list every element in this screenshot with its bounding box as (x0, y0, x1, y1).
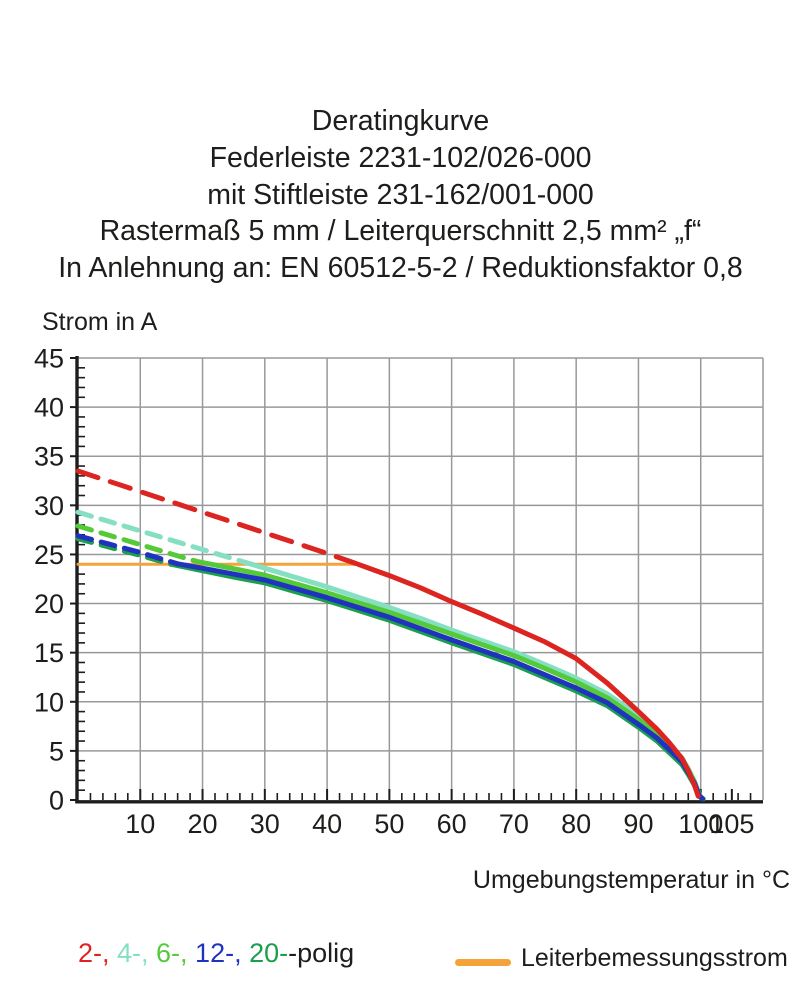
x-tick-label: 10 (125, 809, 155, 839)
curve-4-polig-dashed (75, 509, 243, 564)
poles-legend: 2-, 4-, 6-, 12-, 20--polig (78, 938, 354, 969)
x-axis-title: Umgebungstemperatur in °C (472, 866, 790, 894)
x-tick-label: 40 (312, 809, 342, 839)
legend-pole-label: 20- (249, 938, 289, 968)
legend-pole-label: 12-, (195, 938, 250, 968)
x-tick-label: 20 (188, 809, 218, 839)
x-tick-label: 60 (437, 809, 467, 839)
curve-2-polig-solid (355, 561, 701, 799)
legend-pole-label: 4-, (117, 938, 157, 968)
y-tick-label: 25 (34, 540, 64, 570)
curve-6-polig-solid (193, 558, 706, 802)
chart-title-line-4: Rastermaß 5 mm / Leiterquerschnitt 2,5 m… (99, 215, 702, 248)
x-tick-label: 80 (561, 809, 591, 839)
y-tick-label: 10 (34, 687, 64, 717)
legend-row: 2-, 4-, 6-, 12-, 20--polig Leiterbemessu… (0, 0, 801, 972)
curve-12-polig-dashed (75, 533, 181, 567)
rating-current-line-swatch (455, 959, 511, 966)
chart-title-line-3: mit Stiftleiste 231-162/001-000 (207, 178, 594, 211)
y-axis-title: Strom in A (42, 308, 158, 336)
poles-legend-suffix: -polig (288, 938, 355, 968)
curve-6-polig-dashed (75, 523, 199, 564)
y-tick-label: 5 (49, 736, 64, 766)
x-tick-label: 70 (499, 809, 529, 839)
legend-pole-label: 2-, (78, 938, 118, 968)
y-tick-label: 15 (34, 638, 64, 668)
curve-2-polig-dashed (75, 468, 361, 567)
poles-legend-items: 2-, 4-, 6-, 12-, 20- (78, 938, 288, 968)
y-tick-label: 30 (34, 491, 64, 521)
y-tick-label: 35 (34, 442, 64, 472)
y-tick-label: 45 (34, 344, 64, 374)
x-tick-label: 105 (709, 809, 754, 839)
curve-20-polig-solid (168, 561, 706, 802)
chart-title-line-5: In Anlehnung an: EN 60512-5-2 / Reduktio… (58, 252, 743, 285)
chart-title-block: Deratingkurve Federleiste 2231-102/026-0… (0, 103, 801, 287)
x-tick-label: 50 (374, 809, 404, 839)
legend-pole-label: 6-, (156, 938, 196, 968)
chart-title-line-2: Federleiste 2231-102/026-000 (209, 141, 592, 174)
y-tick-label: 20 (34, 589, 64, 619)
chart-title-line-1: Deratingkurve (311, 105, 490, 137)
x-tick-label: 90 (623, 809, 653, 839)
curve-20-polig-dashed (75, 536, 174, 567)
rating-current-label: Leiterbemessungsstrom (521, 944, 788, 972)
x-tick-label: 30 (250, 809, 280, 839)
x-tick-label: 100 (678, 809, 723, 839)
y-tick-label: 40 (34, 393, 64, 423)
y-tick-label: 0 (49, 786, 64, 816)
